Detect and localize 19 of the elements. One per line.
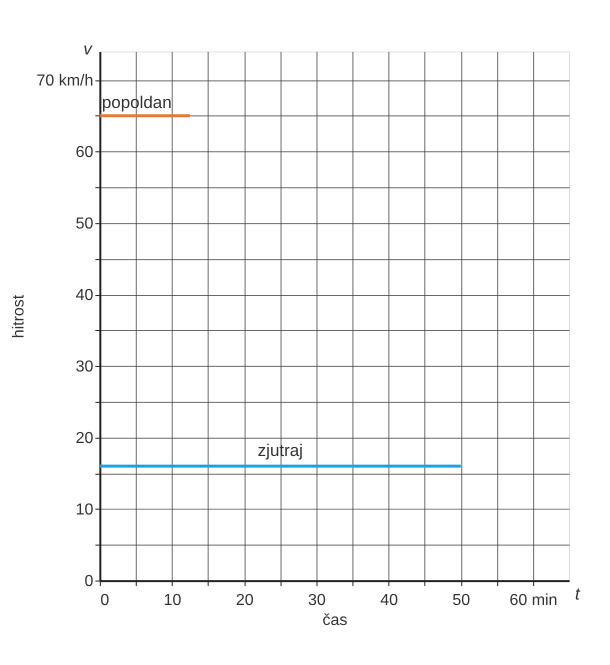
- x-axis-title: čas: [322, 612, 348, 629]
- x-tick-label: 20: [236, 592, 254, 610]
- y-tick-label: 20: [76, 430, 94, 448]
- y-tick-label: 40: [76, 287, 94, 304]
- x-tick-label: 10: [164, 592, 182, 610]
- x-tick-label: 40: [380, 592, 398, 610]
- y-tick-label: 10: [76, 502, 94, 519]
- text: t: [575, 584, 582, 604]
- x-tick-label: 30: [308, 592, 326, 610]
- y-tick-label: 50: [76, 216, 94, 233]
- y-tick-label: 30: [76, 358, 94, 376]
- x-tick-label: 60 min: [510, 592, 558, 610]
- x-tick-label: 50: [452, 592, 470, 610]
- y-tick-label: 0: [84, 573, 94, 590]
- text: v: [83, 39, 94, 58]
- x-tick-label: 0: [100, 592, 110, 610]
- y-tick-label: 70 km/h: [36, 72, 94, 90]
- y-axis-title: hitrost: [10, 294, 28, 338]
- y-tick-label: 60: [76, 144, 94, 162]
